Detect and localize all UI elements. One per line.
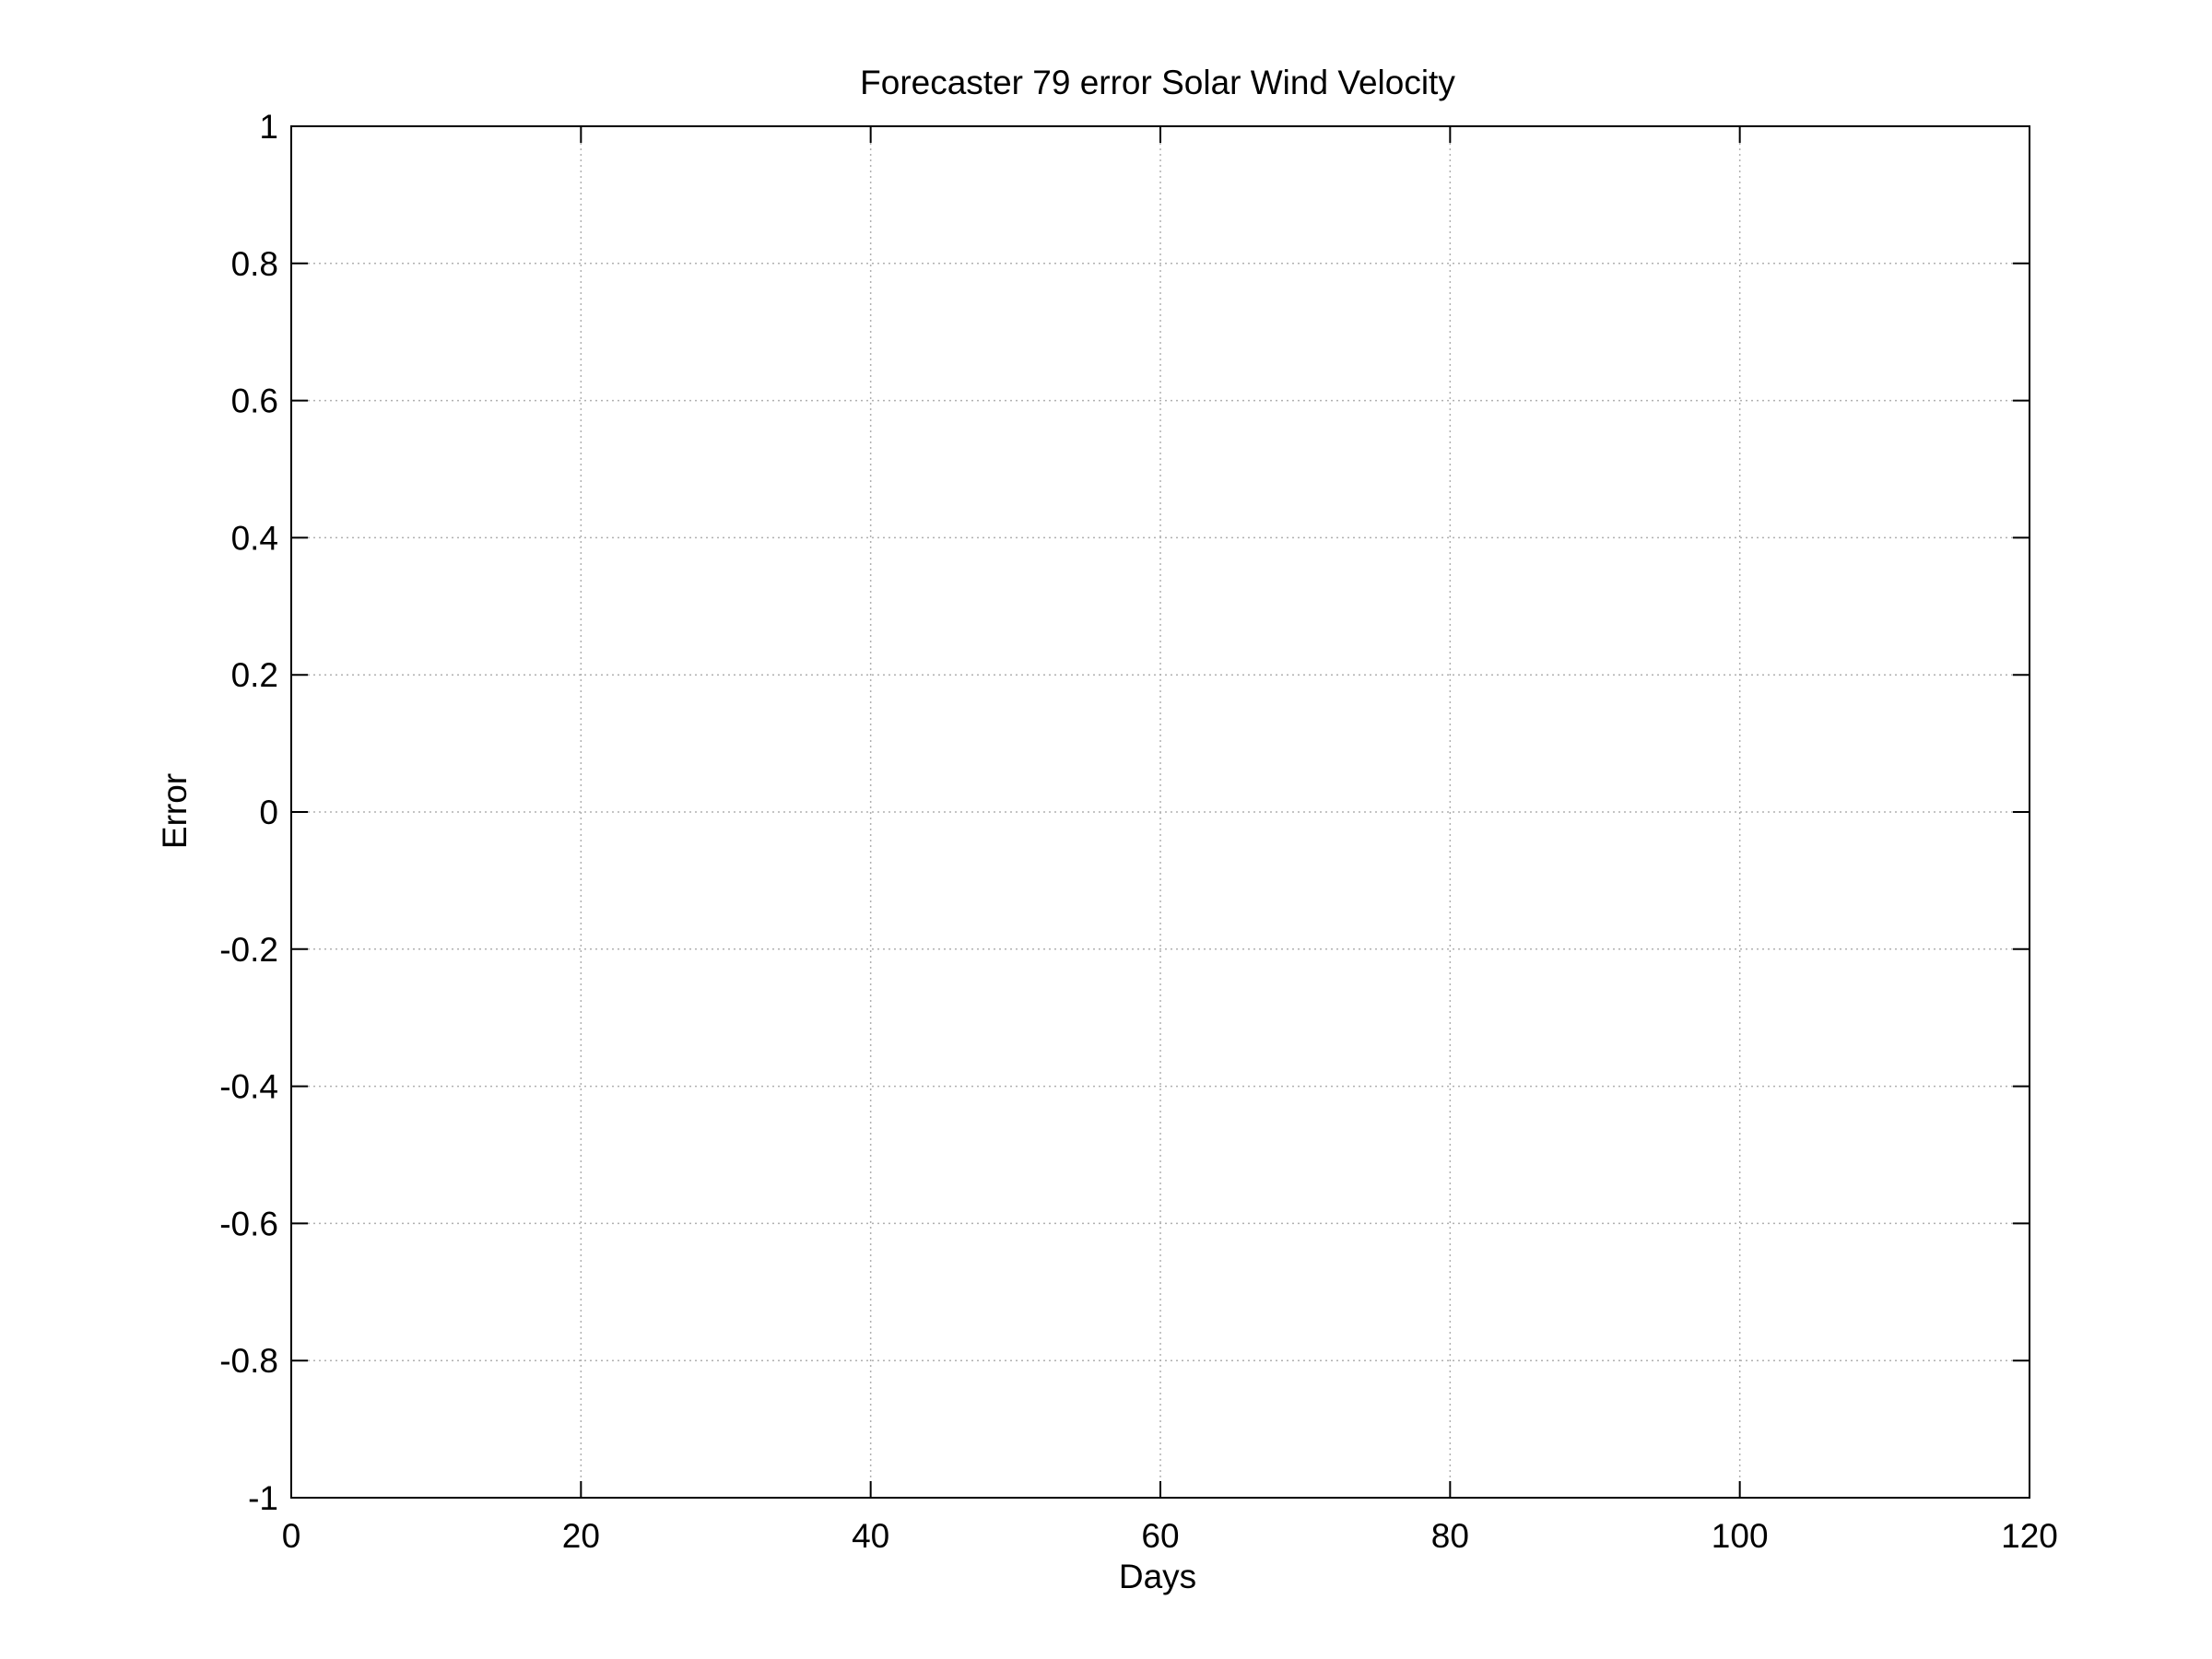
y-tick-label: 0.2 [231, 656, 278, 694]
x-axis-label: Days [1119, 1558, 1196, 1595]
x-tick-label: 20 [562, 1517, 600, 1555]
y-tick-label: -0.6 [219, 1205, 278, 1242]
y-tick-label: 0.8 [231, 245, 278, 283]
x-tick-label: 100 [1712, 1517, 1769, 1555]
y-tick-label: 0 [259, 794, 278, 831]
y-tick-label: 1 [259, 108, 278, 146]
x-tick-labels: 0 20 40 60 80 100 120 [282, 1517, 2058, 1555]
x-tick-label: 60 [1141, 1517, 1179, 1555]
x-tick-label: 120 [2001, 1517, 2058, 1555]
x-tick-label: 80 [1431, 1517, 1469, 1555]
y-tick-label: 0.6 [231, 382, 278, 420]
y-tick-label: -0.2 [219, 931, 278, 969]
axis-ticks [290, 125, 2030, 1499]
y-tick-labels: -1 -0.8 -0.6 -0.4 -0.2 0 0.2 0.4 0.6 0.8 1 [219, 108, 278, 1517]
grid-lines [291, 126, 2030, 1498]
y-axis-label: Error [156, 773, 194, 849]
y-tick-label: -0.8 [219, 1342, 278, 1380]
y-tick-label: -1 [248, 1479, 278, 1517]
chart-title: Forecaster 79 error Solar Wind Velocity [860, 64, 1455, 101]
y-tick-label: -0.4 [219, 1068, 278, 1106]
x-tick-label: 40 [852, 1517, 889, 1555]
y-tick-label: 0.4 [231, 519, 278, 557]
x-tick-label: 0 [282, 1517, 301, 1555]
